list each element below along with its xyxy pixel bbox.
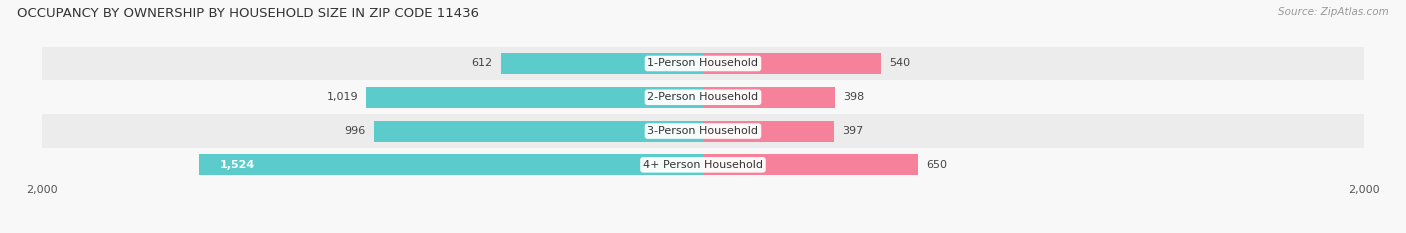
Text: 3-Person Household: 3-Person Household [648,126,758,136]
Text: 1,019: 1,019 [326,92,359,102]
Text: Source: ZipAtlas.com: Source: ZipAtlas.com [1278,7,1389,17]
Bar [42,47,1364,80]
Bar [42,80,1364,114]
Text: 650: 650 [927,160,948,170]
Text: 4+ Person Household: 4+ Person Household [643,160,763,170]
Bar [42,114,1364,148]
Text: 2-Person Household: 2-Person Household [647,92,759,102]
Text: OCCUPANCY BY OWNERSHIP BY HOUSEHOLD SIZE IN ZIP CODE 11436: OCCUPANCY BY OWNERSHIP BY HOUSEHOLD SIZE… [17,7,479,20]
Bar [42,148,1364,182]
Bar [703,87,835,108]
Text: 1,524: 1,524 [219,160,254,170]
Bar [703,53,882,74]
Text: 612: 612 [471,58,492,69]
Bar [703,121,834,141]
Text: 1-Person Household: 1-Person Household [648,58,758,69]
Text: 996: 996 [344,126,366,136]
Text: 397: 397 [842,126,863,136]
Text: 398: 398 [842,92,865,102]
Bar [367,87,703,108]
Bar [200,154,703,175]
Text: 540: 540 [890,58,911,69]
Bar [703,154,918,175]
Bar [374,121,703,141]
Bar [501,53,703,74]
